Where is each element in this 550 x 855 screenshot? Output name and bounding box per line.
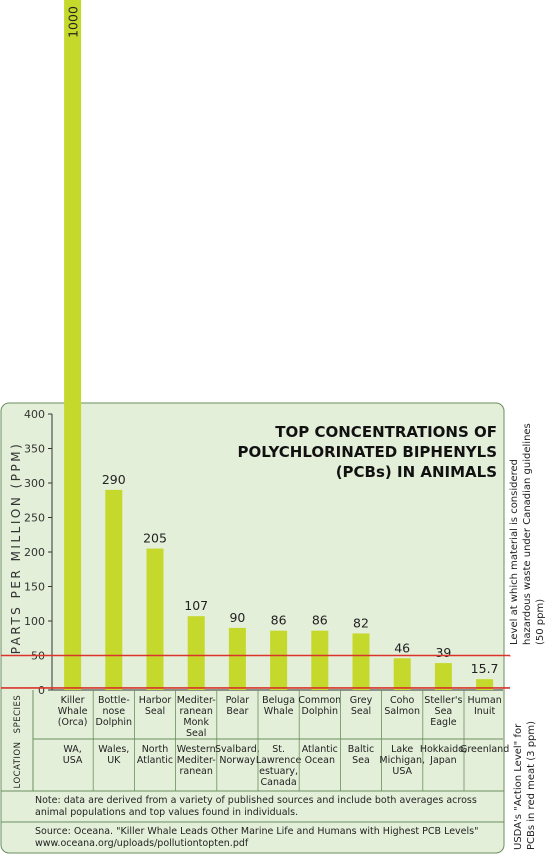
bar-value-label: 82 <box>353 615 369 630</box>
species-label: Seal <box>351 706 371 717</box>
species-label: Dolphin <box>96 717 132 728</box>
y-tick-label: 350 <box>24 443 45 456</box>
reference-line-label: Level at which material is considered <box>509 459 520 645</box>
bar-value-label: 39 <box>435 645 451 660</box>
bar-value-label: 90 <box>229 610 245 625</box>
species-label: Human <box>467 695 501 706</box>
y-axis-label: PARTS PER MILLION (PPM) <box>9 442 23 655</box>
location-label: Japan <box>429 755 457 766</box>
species-label: Salmon <box>384 706 420 717</box>
bar <box>352 633 370 690</box>
reference-line-label: hazardous waste under Canadian guideline… <box>522 423 533 645</box>
location-label: North <box>142 744 169 755</box>
chart-panel <box>0 402 505 854</box>
y-tick-label: 400 <box>24 408 45 421</box>
y-tick-label: 150 <box>24 581 45 594</box>
bar-value-label: 205 <box>143 531 167 546</box>
species-label: Common <box>298 695 341 706</box>
note-text: Note: data are derived from a variety of… <box>35 795 477 806</box>
bar <box>434 663 452 690</box>
species-label: Seal <box>186 728 206 739</box>
y-tick-label: 300 <box>24 477 45 490</box>
location-row-header: LOCATION <box>13 742 23 789</box>
location-label: Michigan, <box>379 755 425 766</box>
chart-title: (PCBs) IN ANIMALS <box>336 463 497 481</box>
bar-value-label: 86 <box>312 613 328 628</box>
note-text: animal populations and top values found … <box>35 807 298 818</box>
location-label: Ocean <box>305 755 335 766</box>
species-label: Polar <box>226 695 250 706</box>
bar <box>393 658 411 690</box>
bar <box>187 616 205 690</box>
reference-line-label: USDA's "Action Level" for <box>513 723 524 850</box>
location-label: USA <box>63 755 83 766</box>
bar <box>64 0 82 690</box>
source-text: www.oceana.org/uploads/pollutiontopten.p… <box>35 838 249 849</box>
bar <box>228 627 246 690</box>
location-label: ranean <box>179 766 212 777</box>
location-label: Baltic <box>348 744 375 755</box>
y-tick-label: 0 <box>38 684 45 697</box>
species-label: Inuit <box>474 706 495 717</box>
species-label: Bottle- <box>98 695 130 706</box>
location-label: Lawrence <box>256 755 302 766</box>
location-label: Mediter- <box>177 755 216 766</box>
y-tick-label: 250 <box>24 512 45 525</box>
bar-value-label: 1000 <box>66 6 81 38</box>
location-label: Norway <box>219 755 255 766</box>
location-label: Atlantic <box>302 744 338 755</box>
location-label: Canada <box>261 777 297 788</box>
species-label: (Orca) <box>58 717 88 728</box>
species-label: nose <box>102 706 125 717</box>
bar-value-label: 290 <box>102 472 126 487</box>
species-label: Monk <box>183 717 209 728</box>
species-label: Grey <box>350 695 373 706</box>
location-label: Hokkaido, <box>420 744 467 755</box>
species-label: Bear <box>226 706 248 717</box>
species-label: Whale <box>264 706 294 717</box>
y-tick-label: 200 <box>24 546 45 559</box>
source-text: Source: Oceana. "Killer Whale Leads Othe… <box>35 826 478 837</box>
location-label: Wales, <box>98 744 129 755</box>
species-label: Mediter- <box>177 695 216 706</box>
species-label: Harbor <box>139 695 172 706</box>
reference-line-label: (50 ppm) <box>535 599 546 645</box>
species-label: Eagle <box>430 717 456 728</box>
species-label: Dolphin <box>302 706 338 717</box>
location-label: estuary, <box>259 766 298 777</box>
location-label: USA <box>392 766 412 777</box>
location-label: Sea <box>352 755 370 766</box>
species-label: Sea <box>435 706 453 717</box>
species-label: Beluga <box>262 695 295 706</box>
reference-line-label: PCBs in red meat (3 ppm) <box>526 721 537 850</box>
location-label: UK <box>107 755 121 766</box>
bar-value-label: 46 <box>394 640 410 655</box>
chart-title: TOP CONCENTRATIONS OF <box>275 423 497 441</box>
species-label: Steller's <box>424 695 462 706</box>
species-row-header: SPECIES <box>13 695 23 734</box>
bar <box>105 489 123 690</box>
species-label: Seal <box>145 706 165 717</box>
location-label: Svalbard, <box>215 744 260 755</box>
location-label: Atlantic <box>137 755 173 766</box>
location-label: Lake <box>391 744 413 755</box>
species-label: ranean <box>179 706 212 717</box>
location-label: St. <box>272 744 285 755</box>
species-label: Coho <box>390 695 414 706</box>
location-label: WA, <box>63 744 81 755</box>
species-label: Killer <box>61 695 85 706</box>
y-tick-label: 100 <box>24 615 45 628</box>
bar-value-label: 15.7 <box>471 661 499 676</box>
bar <box>311 630 329 690</box>
bar <box>270 630 288 690</box>
bar-value-label: 86 <box>271 613 287 628</box>
species-label: Whale <box>58 706 88 717</box>
bar <box>476 679 494 690</box>
location-label: Greenland <box>460 744 509 755</box>
chart-title: POLYCHLORINATED BIPHENYLS <box>238 443 498 461</box>
location-label: Western <box>177 744 216 755</box>
bar-value-label: 107 <box>184 598 208 613</box>
bar <box>146 548 164 690</box>
